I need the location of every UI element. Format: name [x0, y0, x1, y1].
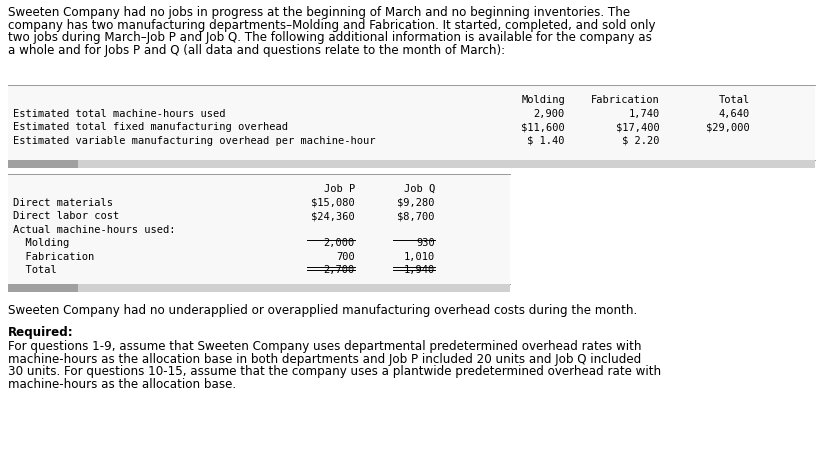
Text: 2,900: 2,900 [534, 108, 565, 119]
Text: Estimated total machine-hours used: Estimated total machine-hours used [13, 108, 226, 119]
Text: Direct materials: Direct materials [13, 197, 113, 207]
Text: 2,700: 2,700 [323, 265, 355, 275]
Text: Estimated variable manufacturing overhead per machine-hour: Estimated variable manufacturing overhea… [13, 136, 375, 145]
Text: two jobs during March–Job P and Job Q. The following additional information is a: two jobs during March–Job P and Job Q. T… [8, 31, 652, 44]
Bar [8, 85, 815, 160]
Text: Sweeten Company had no jobs in progress at the beginning of March and no beginni: Sweeten Company had no jobs in progress … [8, 6, 630, 19]
Text: Actual machine-hours used:: Actual machine-hours used: [13, 225, 175, 234]
Bar [8, 284, 510, 292]
Text: 2,000: 2,000 [323, 238, 355, 248]
Text: Total: Total [718, 95, 750, 105]
Text: machine-hours as the allocation base in both departments and Job P included 20 u: machine-hours as the allocation base in … [8, 353, 641, 365]
Text: Sweeten Company had no underapplied or overapplied manufacturing overhead costs : Sweeten Company had no underapplied or o… [8, 304, 637, 317]
Text: 930: 930 [416, 238, 435, 248]
Text: Estimated total fixed manufacturing overhead: Estimated total fixed manufacturing over… [13, 122, 288, 132]
Text: For questions 1-9, assume that Sweeten Company uses departmental predetermined o: For questions 1-9, assume that Sweeten C… [8, 340, 641, 353]
Text: Fabrication: Fabrication [13, 251, 95, 262]
Text: Molding: Molding [521, 95, 565, 105]
Text: company has two manufacturing departments–Molding and Fabrication. It started, c: company has two manufacturing department… [8, 18, 655, 31]
Text: $8,700: $8,700 [398, 211, 435, 221]
Text: $17,400: $17,400 [616, 122, 660, 132]
Text: Fabrication: Fabrication [591, 95, 660, 105]
Bar [8, 174, 510, 284]
Text: $ 2.20: $ 2.20 [622, 136, 660, 145]
Bar [8, 160, 78, 168]
Text: machine-hours as the allocation base.: machine-hours as the allocation base. [8, 378, 236, 391]
Text: 700: 700 [337, 251, 355, 262]
Text: Molding: Molding [13, 238, 69, 248]
Bar [8, 284, 78, 292]
Text: $ 1.40: $ 1.40 [528, 136, 565, 145]
Text: $24,360: $24,360 [311, 211, 355, 221]
Text: 1,740: 1,740 [629, 108, 660, 119]
Text: Total: Total [13, 265, 57, 275]
Text: a whole and for Jobs P and Q (all data and questions relate to the month of Marc: a whole and for Jobs P and Q (all data a… [8, 44, 505, 56]
Bar [8, 160, 815, 168]
Text: $15,080: $15,080 [311, 197, 355, 207]
Text: $29,000: $29,000 [706, 122, 750, 132]
Text: Direct labor cost: Direct labor cost [13, 211, 119, 221]
Text: Job P: Job P [323, 184, 355, 194]
Text: 1,940: 1,940 [404, 265, 435, 275]
Text: $9,280: $9,280 [398, 197, 435, 207]
Text: $11,600: $11,600 [521, 122, 565, 132]
Text: 1,010: 1,010 [404, 251, 435, 262]
Text: 30 units. For questions 10-15, assume that the company uses a plantwide predeter: 30 units. For questions 10-15, assume th… [8, 365, 661, 378]
Text: 4,640: 4,640 [718, 108, 750, 119]
Text: Required:: Required: [8, 326, 73, 339]
Text: Job Q: Job Q [404, 184, 435, 194]
